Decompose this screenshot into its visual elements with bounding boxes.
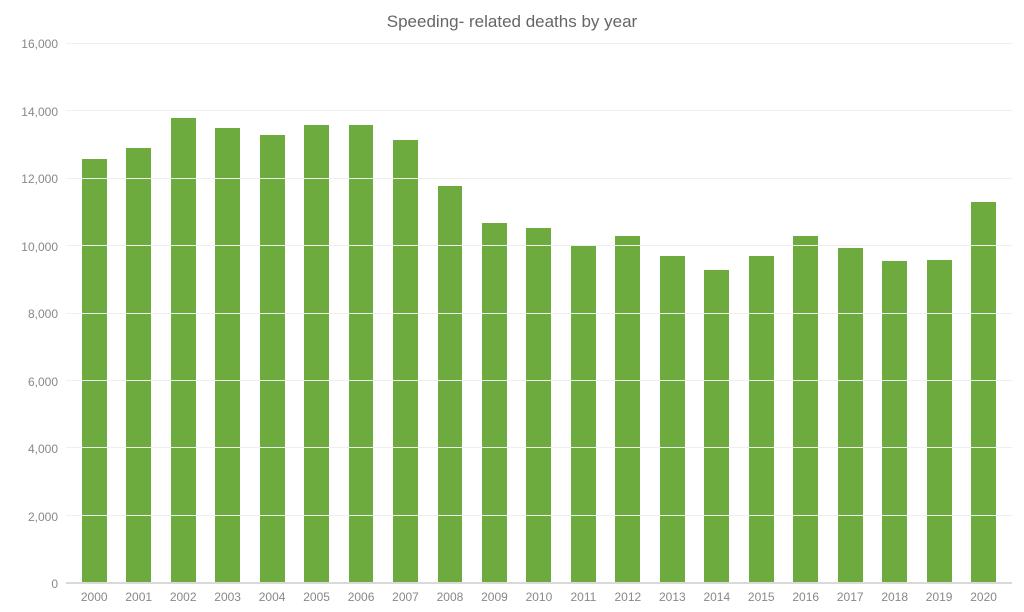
bar-slot xyxy=(872,44,916,583)
bar-slot xyxy=(339,44,383,583)
chart-title: Speeding- related deaths by year xyxy=(12,12,1012,32)
x-tick-label: 2002 xyxy=(161,584,205,604)
bar-slot xyxy=(205,44,249,583)
bar xyxy=(393,140,418,583)
x-tick-label: 2012 xyxy=(606,584,650,604)
bar xyxy=(927,260,952,583)
y-tick-label: 2,000 xyxy=(28,510,58,524)
gridline xyxy=(66,110,1012,111)
y-tick-label: 14,000 xyxy=(21,105,58,119)
bar-slot xyxy=(517,44,561,583)
plot-row: 02,0004,0006,0008,00010,00012,00014,0001… xyxy=(12,44,1012,584)
gridline xyxy=(66,582,1012,583)
bar-slot xyxy=(961,44,1005,583)
bar-slot xyxy=(472,44,516,583)
y-tick-label: 8,000 xyxy=(28,307,58,321)
plot-area xyxy=(66,44,1012,584)
bar-slot xyxy=(428,44,472,583)
bar-slot xyxy=(784,44,828,583)
bar xyxy=(571,246,596,583)
bar xyxy=(260,135,285,583)
x-axis: 2000200120022003200420052006200720082009… xyxy=(66,584,1012,604)
x-tick-label: 2013 xyxy=(650,584,694,604)
x-tick-label: 2010 xyxy=(517,584,561,604)
x-tick-label: 2000 xyxy=(72,584,116,604)
y-tick-label: 6,000 xyxy=(28,375,58,389)
bar xyxy=(749,256,774,583)
bar xyxy=(882,261,907,583)
x-tick-label: 2015 xyxy=(739,584,783,604)
bar-slot xyxy=(161,44,205,583)
bar xyxy=(482,223,507,583)
x-tick-label: 2020 xyxy=(961,584,1005,604)
bar-slot xyxy=(116,44,160,583)
bar-chart: Speeding- related deaths by year 0 2,000 4… xyxy=(0,0,1024,612)
bar xyxy=(971,202,996,583)
bar-slot xyxy=(250,44,294,583)
y-tick-label: 4,000 xyxy=(28,442,58,456)
y-axis: 02,0004,0006,0008,00010,00012,00014,0001… xyxy=(12,44,66,584)
x-tick-label: 2019 xyxy=(917,584,961,604)
x-tick-label: 2003 xyxy=(205,584,249,604)
y-tick-label: 12,000 xyxy=(21,172,58,186)
x-tick-label: 2018 xyxy=(872,584,916,604)
bar xyxy=(838,248,863,583)
gridline xyxy=(66,515,1012,516)
bar-slot xyxy=(917,44,961,583)
bar-slot xyxy=(828,44,872,583)
gridline xyxy=(66,447,1012,448)
x-tick-label: 2017 xyxy=(828,584,872,604)
x-tick-label: 2011 xyxy=(561,584,605,604)
gridline xyxy=(66,245,1012,246)
y-tick-label: 10,000 xyxy=(21,240,58,254)
bar-slot xyxy=(72,44,116,583)
y-tick-label: 16,000 xyxy=(21,37,58,51)
gridline xyxy=(66,380,1012,381)
x-tick-label: 2004 xyxy=(250,584,294,604)
bar xyxy=(615,236,640,583)
bar-slot xyxy=(294,44,338,583)
x-tick-label: 2009 xyxy=(472,584,516,604)
gridline xyxy=(66,43,1012,44)
gridline xyxy=(66,178,1012,179)
bars-layer xyxy=(66,44,1012,583)
y-tick-label: 0 xyxy=(51,577,58,591)
bar xyxy=(171,118,196,583)
bar xyxy=(126,148,151,583)
bar xyxy=(704,270,729,583)
bar-slot xyxy=(606,44,650,583)
gridline xyxy=(66,313,1012,314)
bar-slot xyxy=(739,44,783,583)
x-tick-label: 2014 xyxy=(695,584,739,604)
bar-slot xyxy=(561,44,605,583)
x-tick-label: 2001 xyxy=(116,584,160,604)
x-tick-label: 2005 xyxy=(294,584,338,604)
bar xyxy=(793,236,818,583)
bar-slot xyxy=(650,44,694,583)
bar-slot xyxy=(695,44,739,583)
x-tick-label: 2008 xyxy=(428,584,472,604)
bar xyxy=(526,228,551,583)
bar xyxy=(82,159,107,583)
x-tick-label: 2006 xyxy=(339,584,383,604)
bar xyxy=(660,256,685,583)
x-tick-label: 2007 xyxy=(383,584,427,604)
bar-slot xyxy=(383,44,427,583)
x-tick-label: 2016 xyxy=(784,584,828,604)
